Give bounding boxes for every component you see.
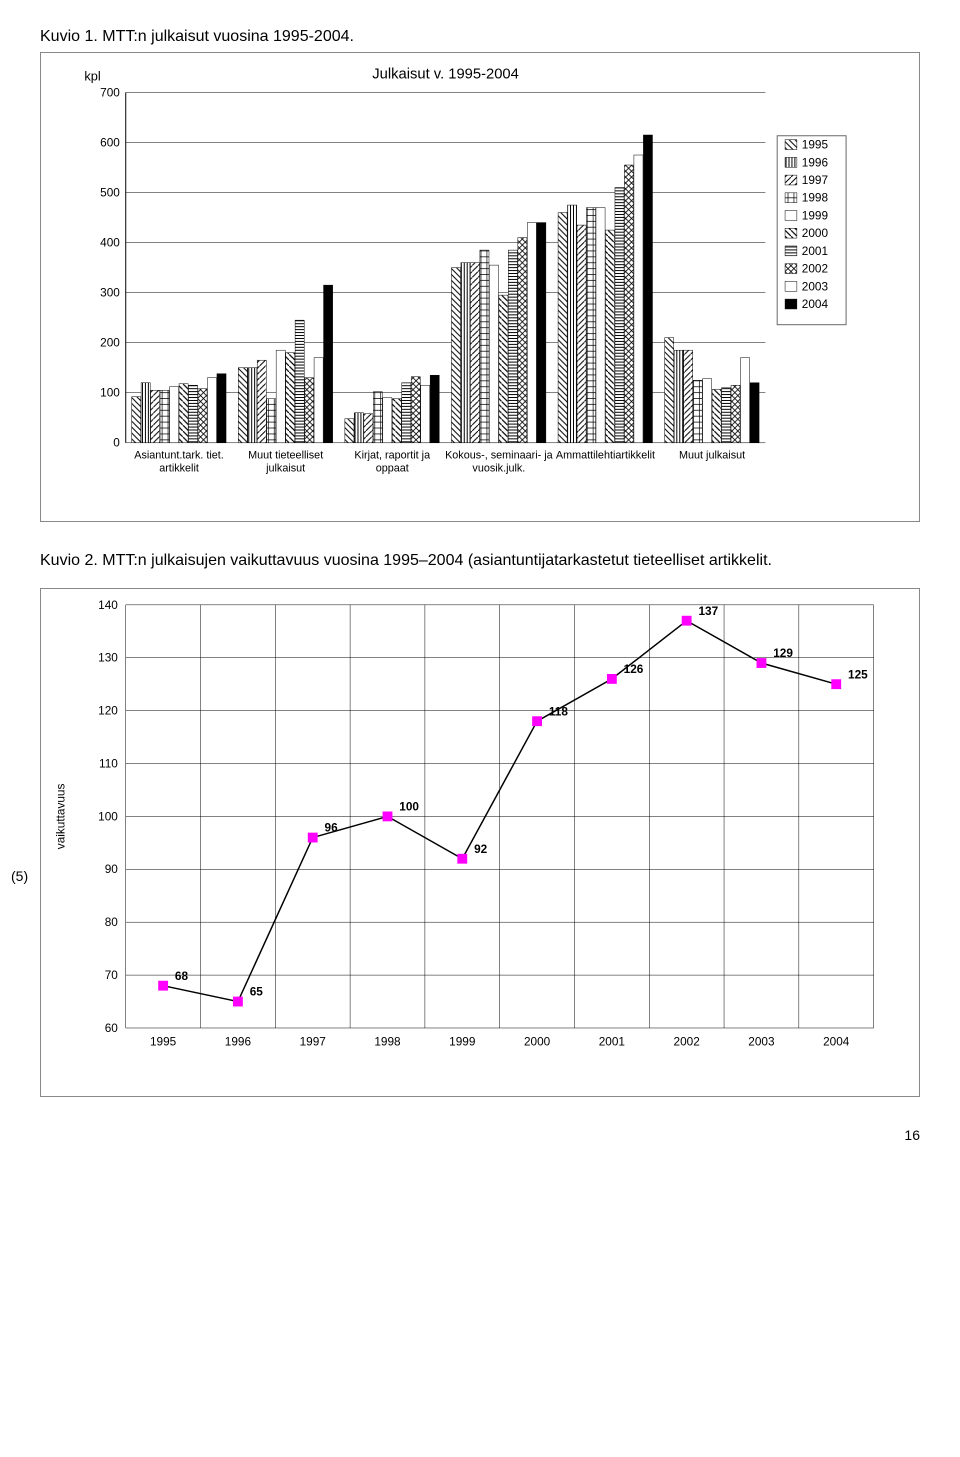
svg-text:120: 120 — [98, 703, 118, 717]
bar-chart-container: kpl Julkaisut v. 1995-2004 0 100 200 300 400 50… — [40, 52, 920, 522]
svg-text:Julkaisut v. 1995-2004: Julkaisut v. 1995-2004 — [372, 67, 519, 83]
svg-text:130: 130 — [98, 650, 118, 664]
svg-text:92: 92 — [474, 841, 488, 855]
bar-chart-svg: kpl Julkaisut v. 1995-2004 0 100 200 300 400 50… — [47, 59, 913, 512]
svg-text:vuosik.julk.: vuosik.julk. — [472, 462, 525, 474]
svg-text:2000: 2000 — [524, 1034, 551, 1048]
svg-text:300: 300 — [100, 286, 120, 300]
svg-text:1998: 1998 — [374, 1034, 401, 1048]
svg-text:1997: 1997 — [802, 173, 828, 187]
svg-text:2002: 2002 — [802, 262, 828, 276]
svg-text:1996: 1996 — [802, 155, 829, 169]
svg-text:2002: 2002 — [674, 1034, 700, 1048]
svg-text:1999: 1999 — [802, 208, 828, 222]
svg-text:126: 126 — [624, 662, 644, 676]
svg-text:140: 140 — [98, 597, 118, 611]
svg-text:oppaat: oppaat — [376, 462, 409, 474]
figure2-caption: Kuvio 2. MTT:n julkaisujen vaikuttavuus … — [40, 552, 920, 570]
svg-text:1998: 1998 — [802, 191, 829, 205]
line-chart-svg: vaikuttavuus 60 70 80 90 100 110 120 130 140 68 65 9… — [47, 595, 913, 1087]
svg-text:700: 700 — [100, 85, 120, 99]
svg-text:68: 68 — [175, 968, 189, 982]
svg-text:artikkelit: artikkelit — [159, 462, 199, 474]
svg-text:80: 80 — [105, 915, 119, 929]
svg-text:vaikuttavuus: vaikuttavuus — [54, 783, 68, 849]
svg-text:65: 65 — [250, 984, 264, 998]
svg-text:1996: 1996 — [225, 1034, 252, 1048]
svg-text:1999: 1999 — [449, 1034, 475, 1048]
svg-text:kpl: kpl — [84, 69, 100, 84]
svg-text:125: 125 — [848, 667, 868, 681]
svg-text:julkaisut: julkaisut — [265, 462, 305, 474]
svg-text:100: 100 — [98, 809, 118, 823]
svg-text:Ammattilehtiartikkelit: Ammattilehtiartikkelit — [556, 450, 655, 462]
svg-text:70: 70 — [105, 968, 119, 982]
svg-text:Kokous-, seminaari- ja: Kokous-, seminaari- ja — [445, 450, 554, 462]
svg-text:600: 600 — [100, 135, 120, 149]
svg-text:2003: 2003 — [802, 279, 829, 293]
svg-text:Kirjat, raportit ja: Kirjat, raportit ja — [354, 450, 431, 462]
figure1-caption: Kuvio 1. MTT:n julkaisut vuosina 1995-20… — [40, 28, 920, 46]
svg-text:500: 500 — [100, 185, 120, 199]
svg-text:90: 90 — [105, 862, 119, 876]
svg-text:0: 0 — [113, 436, 120, 450]
svg-text:Muut julkaisut: Muut julkaisut — [679, 450, 745, 462]
svg-text:1995: 1995 — [802, 138, 829, 152]
page-number: 16 — [40, 1127, 920, 1143]
svg-text:2004: 2004 — [802, 297, 829, 311]
svg-text:110: 110 — [99, 756, 118, 770]
line-chart-container: vaikuttavuus 60 70 80 90 100 110 120 130 140 68 65 9… — [40, 588, 920, 1097]
svg-text:400: 400 — [100, 236, 120, 250]
svg-text:118: 118 — [549, 704, 568, 718]
svg-text:100: 100 — [100, 386, 120, 400]
svg-text:2004: 2004 — [823, 1034, 850, 1048]
svg-text:Asiantunt.tark. tiet.: Asiantunt.tark. tiet. — [134, 450, 224, 462]
svg-text:2001: 2001 — [802, 244, 828, 258]
svg-text:1997: 1997 — [300, 1034, 326, 1048]
svg-text:2000: 2000 — [802, 226, 829, 240]
svg-text:100: 100 — [399, 799, 419, 813]
footnote-marker: (5) — [11, 868, 28, 884]
svg-text:200: 200 — [100, 336, 120, 350]
svg-text:129: 129 — [773, 646, 793, 660]
svg-text:Muut tieteelliset: Muut tieteelliset — [248, 450, 323, 462]
svg-text:137: 137 — [698, 603, 718, 617]
svg-text:96: 96 — [325, 820, 339, 834]
svg-text:2003: 2003 — [748, 1034, 775, 1048]
svg-text:2001: 2001 — [599, 1034, 625, 1048]
svg-text:60: 60 — [105, 1021, 119, 1035]
svg-text:1995: 1995 — [150, 1034, 177, 1048]
